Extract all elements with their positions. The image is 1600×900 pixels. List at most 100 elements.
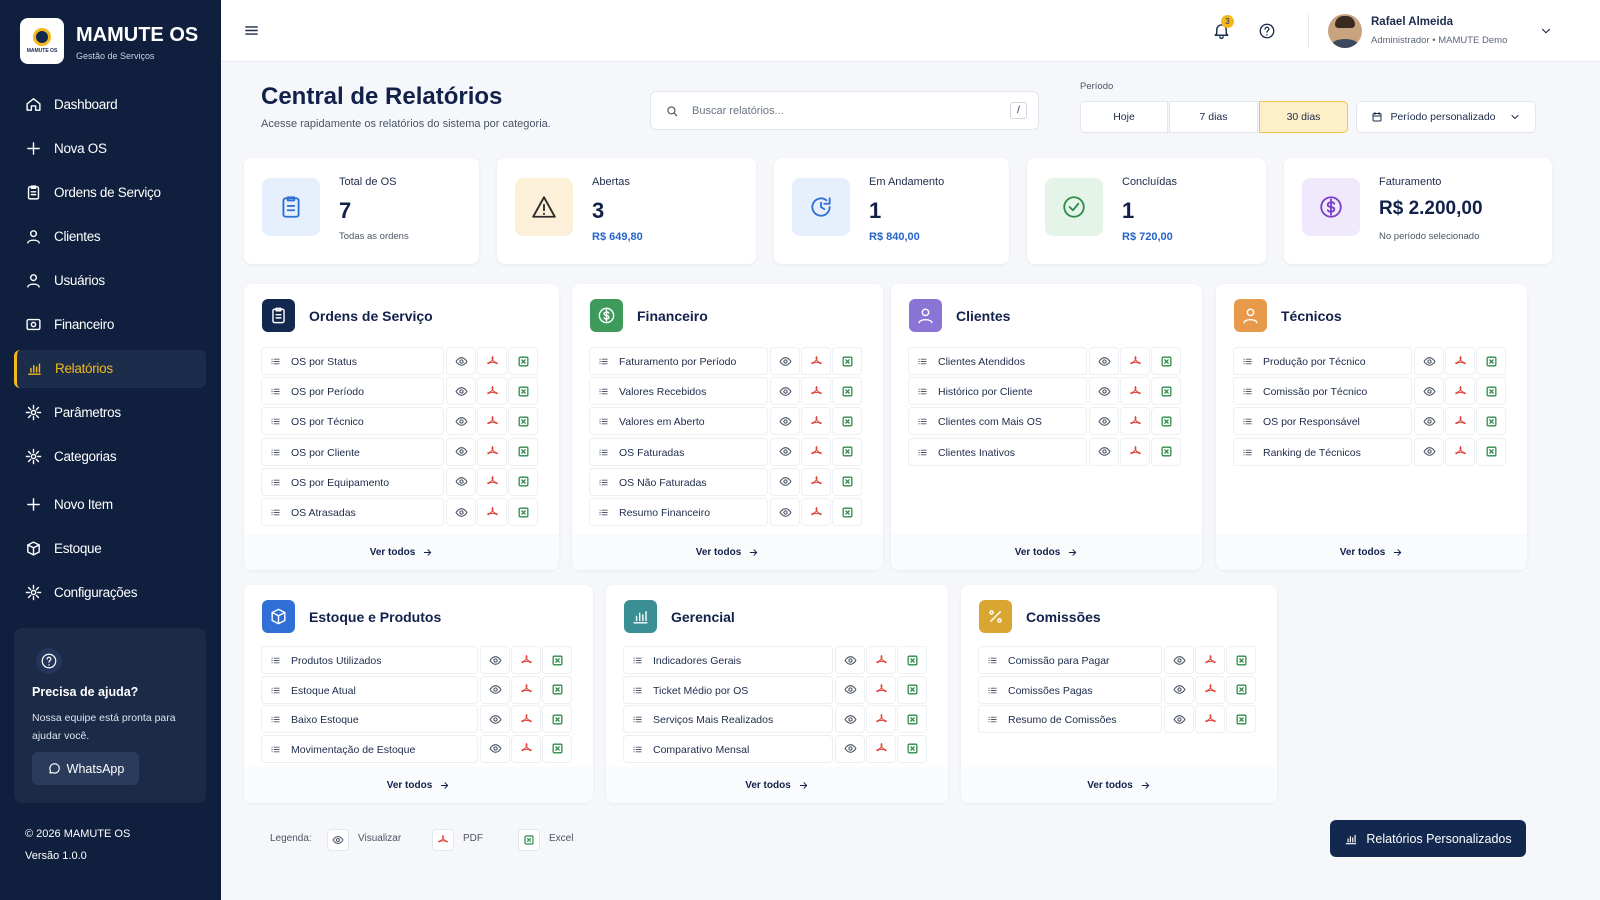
view-all-link[interactable]: Ver todos [244,534,559,570]
excel-button[interactable] [897,705,927,733]
excel-button[interactable] [542,675,572,704]
report-row[interactable]: Clientes Atendidos [908,347,1087,375]
view-button[interactable] [835,734,865,763]
report-row[interactable]: Movimentação de Estoque [261,734,478,763]
report-row[interactable]: Comparativo Mensal [623,734,833,763]
pdf-button[interactable] [801,437,831,466]
pdf-button[interactable] [477,437,507,466]
excel-button[interactable] [1226,646,1256,674]
custom-period[interactable]: Período personalizado [1356,101,1536,133]
custom-reports-button[interactable]: Relatórios Personalizados [1330,820,1526,857]
menu-item[interactable]: Usuários [14,262,206,300]
excel-button[interactable] [1151,437,1181,466]
pdf-button[interactable] [511,705,541,733]
report-row[interactable]: Indicadores Gerais [623,646,833,674]
report-row[interactable]: Resumo de Comissões [978,705,1162,733]
report-row[interactable]: Comissão por Técnico [1233,377,1412,406]
search-box[interactable]: Buscar relatórios... / [650,91,1039,130]
report-row[interactable]: OS por Equipamento [261,467,444,496]
view-button[interactable] [1414,437,1444,466]
pdf-button[interactable] [1120,377,1150,406]
report-row[interactable]: OS Não Faturadas [589,467,768,496]
report-row[interactable]: OS por Técnico [261,407,444,436]
menu-item[interactable]: Relatórios [14,350,206,388]
report-row[interactable]: Ticket Médio por OS [623,675,833,704]
report-row[interactable]: OS Faturadas [589,437,768,466]
excel-button[interactable] [832,407,862,436]
excel-button[interactable] [1151,347,1181,375]
menu-item[interactable]: Financeiro [14,306,206,344]
pdf-button[interactable] [801,347,831,375]
report-row[interactable]: Resumo Financeiro [589,498,768,526]
pdf-button[interactable] [1445,377,1475,406]
menu-item[interactable]: Estoque [14,530,206,568]
pdf-button[interactable] [1195,705,1225,733]
view-button[interactable] [446,437,476,466]
pdf-button[interactable] [1445,407,1475,436]
report-row[interactable]: Comissão para Pagar [978,646,1162,674]
view-button[interactable] [1089,437,1119,466]
excel-button[interactable] [1226,705,1256,733]
pdf-button[interactable] [1120,407,1150,436]
period-button[interactable]: Hoje [1080,101,1168,133]
excel-button[interactable] [542,734,572,763]
excel-button[interactable] [897,675,927,704]
excel-button[interactable] [832,377,862,406]
excel-button[interactable] [508,377,538,406]
excel-button[interactable] [1226,675,1256,704]
pdf-button[interactable] [866,734,896,763]
report-row[interactable]: Produção por Técnico [1233,347,1412,375]
report-row[interactable]: Clientes Inativos [908,437,1087,466]
pdf-button[interactable] [801,407,831,436]
view-button[interactable] [1164,675,1194,704]
report-row[interactable]: Produtos Utilizados [261,646,478,674]
avatar[interactable] [1328,14,1362,48]
menu-item[interactable]: Categorias [14,438,206,476]
view-button[interactable] [1089,407,1119,436]
report-row[interactable]: Valores em Aberto [589,407,768,436]
view-all-link[interactable]: Ver todos [572,534,883,570]
report-row[interactable]: Baixo Estoque [261,705,478,733]
pdf-button[interactable] [866,705,896,733]
pdf-button[interactable] [477,347,507,375]
pdf-button[interactable] [511,734,541,763]
view-button[interactable] [835,675,865,704]
excel-button[interactable] [832,437,862,466]
menu-toggle[interactable] [243,22,260,39]
excel-button[interactable] [832,498,862,526]
excel-button[interactable] [1476,407,1506,436]
pdf-button[interactable] [1445,437,1475,466]
excel-button[interactable] [1151,407,1181,436]
view-button[interactable] [770,407,800,436]
view-button[interactable] [446,347,476,375]
menu-item[interactable]: Parâmetros [14,394,206,432]
view-button[interactable] [770,347,800,375]
report-row[interactable]: OS por Responsável [1233,407,1412,436]
menu-item[interactable]: Dashboard [14,86,206,124]
pdf-button[interactable] [801,498,831,526]
menu-item[interactable]: Configurações [14,574,206,612]
help-button[interactable] [1258,22,1276,40]
report-row[interactable]: Serviços Mais Realizados [623,705,833,733]
excel-button[interactable] [508,407,538,436]
period-button[interactable]: 7 dias [1169,101,1258,133]
view-all-link[interactable]: Ver todos [1216,534,1527,570]
pdf-button[interactable] [477,377,507,406]
menu-item[interactable]: Novo Item [14,486,206,524]
report-row[interactable]: OS por Cliente [261,437,444,466]
view-button[interactable] [770,377,800,406]
excel-button[interactable] [832,467,862,496]
view-button[interactable] [1089,347,1119,375]
excel-button[interactable] [832,347,862,375]
excel-button[interactable] [542,646,572,674]
view-button[interactable] [1164,705,1194,733]
excel-button[interactable] [508,498,538,526]
view-all-link[interactable]: Ver todos [961,767,1277,803]
view-button[interactable] [1164,646,1194,674]
view-button[interactable] [480,675,510,704]
pdf-button[interactable] [1195,675,1225,704]
view-all-link[interactable]: Ver todos [244,767,593,803]
view-button[interactable] [446,498,476,526]
report-row[interactable]: Histórico por Cliente [908,377,1087,406]
excel-button[interactable] [1151,377,1181,406]
